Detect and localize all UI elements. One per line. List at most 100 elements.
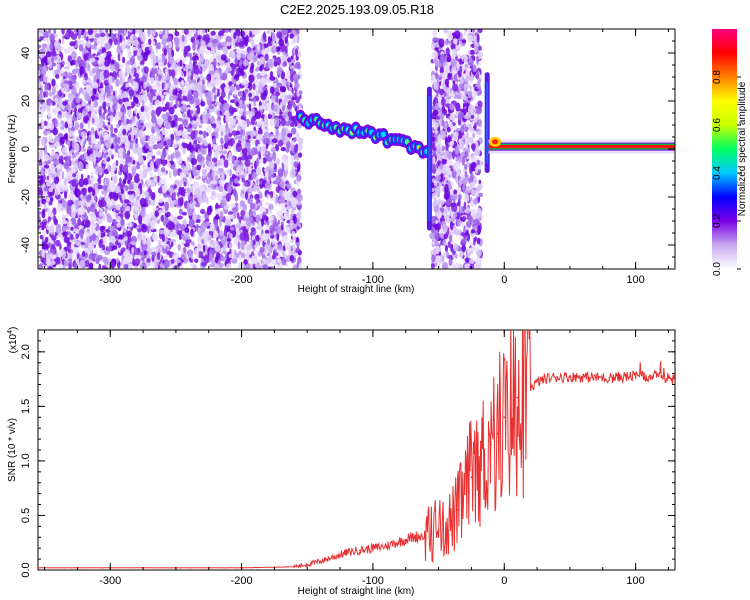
noise-blob — [284, 162, 289, 172]
noise-blob — [197, 34, 202, 40]
noise-blob — [183, 246, 187, 254]
noise-blob — [78, 260, 85, 268]
noise-blob — [207, 235, 212, 240]
noise-blob — [183, 70, 187, 77]
noise-blob — [55, 97, 58, 102]
noise-blob — [290, 239, 294, 244]
noise-blob — [149, 76, 155, 85]
noise-blob — [249, 30, 252, 38]
noise-blob — [218, 116, 221, 121]
noise-blob — [175, 259, 181, 264]
noise-blob — [43, 91, 46, 98]
noise-blob — [71, 74, 77, 85]
noise-blob — [287, 133, 293, 138]
noise-blob — [86, 131, 90, 138]
noise-blob — [270, 266, 274, 269]
noise-blob — [208, 90, 211, 95]
noise-blob — [277, 169, 284, 178]
noise-blob — [124, 140, 130, 150]
noise-blob — [289, 169, 296, 179]
noise-blob — [63, 66, 70, 70]
noise-blob — [171, 69, 175, 79]
noise-blob — [78, 225, 84, 229]
noise-blob — [71, 140, 75, 149]
noise-blob — [144, 105, 149, 113]
noise-blob — [262, 264, 268, 269]
noise-blob — [94, 156, 101, 163]
noise-blob — [142, 238, 147, 245]
noise-blob — [155, 158, 162, 167]
noise-blob — [79, 122, 84, 130]
noise-blob — [254, 110, 262, 120]
noise-blob — [228, 145, 232, 150]
noise-blob — [290, 155, 294, 163]
noise-blob — [292, 58, 296, 64]
noise-blob — [173, 184, 177, 190]
noise-blob — [214, 219, 218, 228]
noise-blob — [195, 203, 201, 208]
noise-blob — [241, 50, 247, 55]
noise-blob — [163, 48, 167, 56]
noise-blob — [218, 44, 224, 49]
noise-blob — [47, 109, 52, 118]
noise-blob — [254, 262, 262, 269]
noise-blob — [194, 97, 200, 106]
noise-blob — [136, 146, 143, 156]
noise-blob — [264, 201, 270, 206]
noise-blob — [280, 224, 284, 231]
noise-blob — [48, 225, 54, 235]
noise-blob — [51, 86, 56, 95]
noise-blob — [43, 144, 48, 154]
noise-blob — [294, 82, 300, 90]
noise-blob — [152, 144, 159, 150]
noise-blob — [203, 141, 208, 147]
noise-blob — [221, 236, 227, 246]
noise-blob — [127, 180, 131, 185]
noise-blob — [86, 36, 89, 42]
noise-blob — [214, 161, 218, 167]
noise-blob — [99, 32, 106, 37]
noise-blob — [95, 65, 100, 75]
noise-blob — [118, 94, 124, 99]
noise-blob — [257, 43, 261, 52]
noise-blob — [136, 163, 141, 170]
noise-blob — [125, 155, 133, 163]
noise-blob — [185, 80, 188, 87]
noise-blob — [104, 42, 112, 50]
noise-blob — [38, 95, 43, 103]
noise-blob — [119, 194, 122, 201]
noise-blob — [98, 239, 103, 249]
noise-blob — [197, 243, 202, 249]
noise-blob — [231, 248, 235, 255]
noise-blob — [220, 130, 224, 137]
noise-blob — [38, 65, 43, 71]
noise-blob — [39, 165, 42, 169]
noise-blob — [263, 43, 269, 48]
noise-blob — [236, 106, 239, 111]
noise-blob — [177, 243, 182, 251]
noise-blob — [166, 191, 170, 195]
noise-blob — [124, 101, 130, 107]
noise-blob — [137, 228, 142, 233]
noise-blob — [178, 234, 182, 240]
noise-blob — [226, 42, 231, 47]
noise-blob — [193, 212, 197, 222]
noise-blob — [157, 119, 164, 126]
noise-blob — [195, 137, 202, 141]
noise-blob — [238, 40, 245, 48]
noise-blob — [141, 99, 145, 107]
noise-blob — [176, 156, 183, 165]
noise-blob — [124, 249, 131, 257]
noise-blob — [119, 53, 123, 62]
noise-blob — [286, 95, 293, 100]
noise-blob — [190, 195, 194, 204]
noise-blob — [70, 233, 74, 240]
noise-blob — [293, 73, 298, 80]
noise-blob — [182, 113, 186, 118]
noise-blob — [114, 137, 118, 145]
noise-blob — [48, 122, 55, 131]
noise-blob — [191, 157, 197, 166]
noise-blob — [241, 120, 248, 128]
noise-blob — [48, 187, 54, 193]
noise-blob — [184, 185, 187, 190]
